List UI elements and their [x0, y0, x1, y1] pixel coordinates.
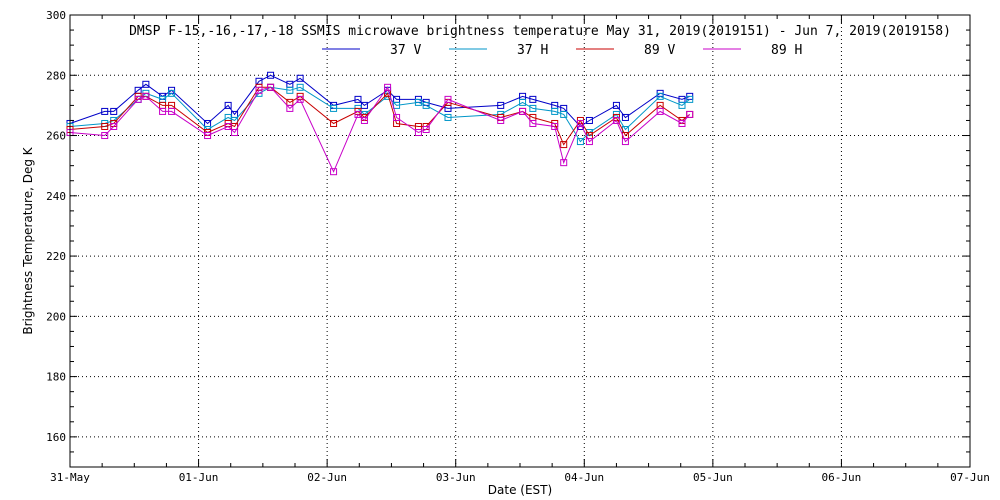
data-point-89-h [168, 107, 176, 115]
y-tick-label: 240 [46, 190, 66, 203]
data-point-37-h [168, 89, 176, 97]
y-tick-label: 300 [46, 9, 66, 22]
y-tick-label: 160 [46, 431, 66, 444]
data-point-37-v [354, 95, 362, 103]
data-point-89-h [560, 159, 568, 167]
data-point-89-h [224, 122, 232, 130]
data-point-37-v [142, 80, 150, 88]
data-point-37-h [560, 110, 568, 118]
x-tick-label: 31-May [50, 471, 90, 484]
data-point-89-h [686, 110, 694, 118]
data-point-89-h [296, 95, 304, 103]
data-point-37-v [529, 95, 537, 103]
series-line-89-v [69, 86, 691, 146]
data-point-89-h [393, 113, 401, 121]
data-point-37-v [497, 101, 505, 109]
data-point-37-h [296, 83, 304, 91]
data-point-89-h [585, 138, 593, 146]
series-line-89-h [69, 86, 691, 173]
data-point-89-h [444, 95, 452, 103]
y-tick-label: 180 [46, 371, 66, 384]
data-point-37-h [393, 101, 401, 109]
y-tick-label: 220 [46, 250, 66, 263]
x-tick-label: 02-Jun [307, 471, 347, 484]
data-point-37-v [612, 101, 620, 109]
chart-title: DMSP F-15,-16,-17,-18 SSMIS microwave br… [129, 24, 951, 39]
x-tick-label: 06-Jun [822, 471, 862, 484]
legend-label-89-h: 89 H [771, 43, 802, 58]
data-point-37-h [330, 104, 338, 112]
data-point-37-h [444, 113, 452, 121]
data-point-89-h [422, 126, 430, 134]
data-point-37-v [267, 71, 275, 79]
legend: 37 V 37 H 89 V 89 H [322, 43, 802, 58]
series-layer [66, 71, 694, 176]
data-point-89-h [231, 129, 239, 137]
x-tick-label: 05-Jun [693, 471, 733, 484]
data-point-89-h [354, 110, 362, 118]
data-point-37-h [551, 107, 559, 115]
data-point-89-h [529, 119, 537, 127]
x-tick-label: 07-Jun [950, 471, 990, 484]
data-point-89-v [560, 141, 568, 149]
data-point-89-h [656, 107, 664, 115]
y-tick-label: 200 [46, 310, 66, 323]
data-point-89-h [330, 168, 338, 176]
y-axis-label: Brightness Temperature, Deg K [21, 146, 35, 334]
data-point-89-h [159, 107, 167, 115]
x-tick-label: 04-Jun [564, 471, 604, 484]
data-point-89-h [497, 116, 505, 124]
data-point-37-v [224, 101, 232, 109]
data-point-37-v [101, 107, 109, 115]
data-point-89-h [142, 92, 150, 100]
data-point-37-h [678, 101, 686, 109]
data-point-89-h [576, 119, 584, 127]
legend-label-37-v: 37 V [390, 43, 421, 58]
data-point-37-h [519, 98, 527, 106]
data-point-37-h [286, 86, 294, 94]
data-point-89-h [286, 104, 294, 112]
data-point-89-h [551, 122, 559, 130]
x-tick-label: 03-Jun [436, 471, 476, 484]
data-point-89-h [621, 138, 629, 146]
data-point-89-h [612, 116, 620, 124]
data-point-89-h [414, 129, 422, 137]
plot-background [70, 15, 970, 467]
x-axis-label: Date (EST) [488, 483, 552, 497]
data-point-89-h [110, 122, 118, 130]
legend-label-89-v: 89 V [644, 43, 675, 58]
data-point-37-h [414, 98, 422, 106]
data-point-89-h [204, 132, 212, 140]
data-point-89-h [384, 83, 392, 91]
legend-label-37-h: 37 H [517, 43, 548, 58]
y-tick-label: 260 [46, 130, 66, 143]
data-point-89-h [255, 86, 263, 94]
x-tick-label: 01-Jun [179, 471, 219, 484]
data-point-89-h [101, 132, 109, 140]
grid-layer [70, 15, 970, 467]
series-line-37-v [69, 74, 690, 128]
data-point-89-h [360, 116, 368, 124]
data-point-37-v [621, 113, 629, 121]
data-point-37-v [585, 116, 593, 124]
data-point-89-h [678, 119, 686, 127]
data-point-89-v [101, 122, 109, 130]
data-point-89-h [134, 95, 142, 103]
data-point-37-h [576, 138, 584, 146]
data-point-37-h [686, 95, 694, 103]
data-point-37-v [110, 107, 118, 115]
data-point-37-h [422, 101, 430, 109]
data-point-89-h [267, 83, 275, 91]
data-point-37-h [529, 104, 537, 112]
y-tick-label: 280 [46, 69, 66, 82]
data-point-37-h [656, 92, 664, 100]
data-point-89-v [330, 119, 338, 127]
data-point-89-h [519, 107, 527, 115]
data-point-37-v [296, 74, 304, 82]
axis-layer: 160 180 200 220 240 260 280 300 31-May 01-Jun 02-J… [46, 9, 990, 484]
